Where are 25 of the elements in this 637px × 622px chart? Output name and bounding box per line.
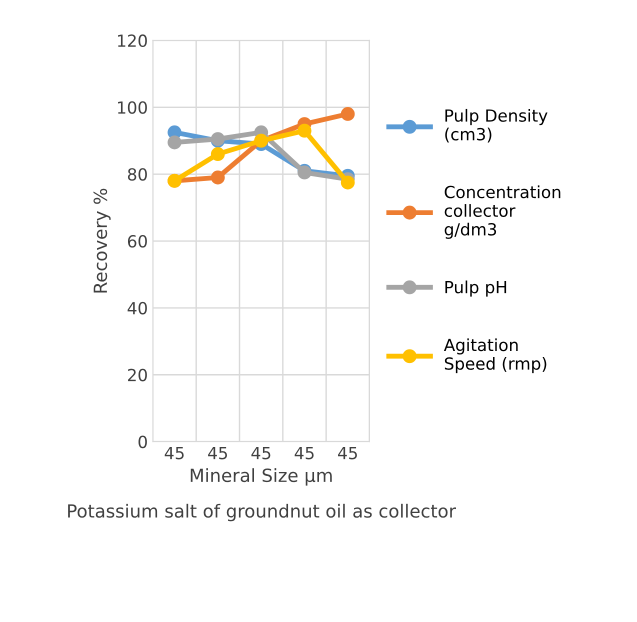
x-tick-label: 45 xyxy=(208,446,227,460)
y-tick-label: 40 xyxy=(128,302,147,314)
y-axis-title: Recovery % xyxy=(93,188,111,293)
point xyxy=(340,176,355,190)
point xyxy=(210,147,225,162)
y-tick-label: 60 xyxy=(128,234,147,248)
legend-label: Pulp pH xyxy=(445,280,506,297)
point xyxy=(168,135,182,150)
y-tick-label: 120 xyxy=(118,34,147,47)
legend-label: Agitation Speed (rmp) xyxy=(444,338,546,374)
point xyxy=(298,124,312,138)
point xyxy=(210,170,225,184)
legend-label: Pulp Density (cm3) xyxy=(445,108,548,142)
x-tick-label: 45 xyxy=(338,446,357,460)
y-tick-label: 20 xyxy=(128,368,147,382)
x-axis-title: Mineral Size μm xyxy=(190,468,332,486)
x-tick-label: 45 xyxy=(251,446,270,460)
y-tick-label: 0 xyxy=(138,436,147,448)
point xyxy=(340,107,355,121)
x-tick-label: 45 xyxy=(164,446,184,460)
x-tick-label: 45 xyxy=(294,446,314,460)
y-tick-label: 100 xyxy=(118,101,147,114)
legend-label: Concentration collector g/dm3 xyxy=(444,185,560,239)
y-tick-label: 80 xyxy=(128,168,147,181)
text: Potassium salt of groundnut oil as collector xyxy=(68,504,456,522)
